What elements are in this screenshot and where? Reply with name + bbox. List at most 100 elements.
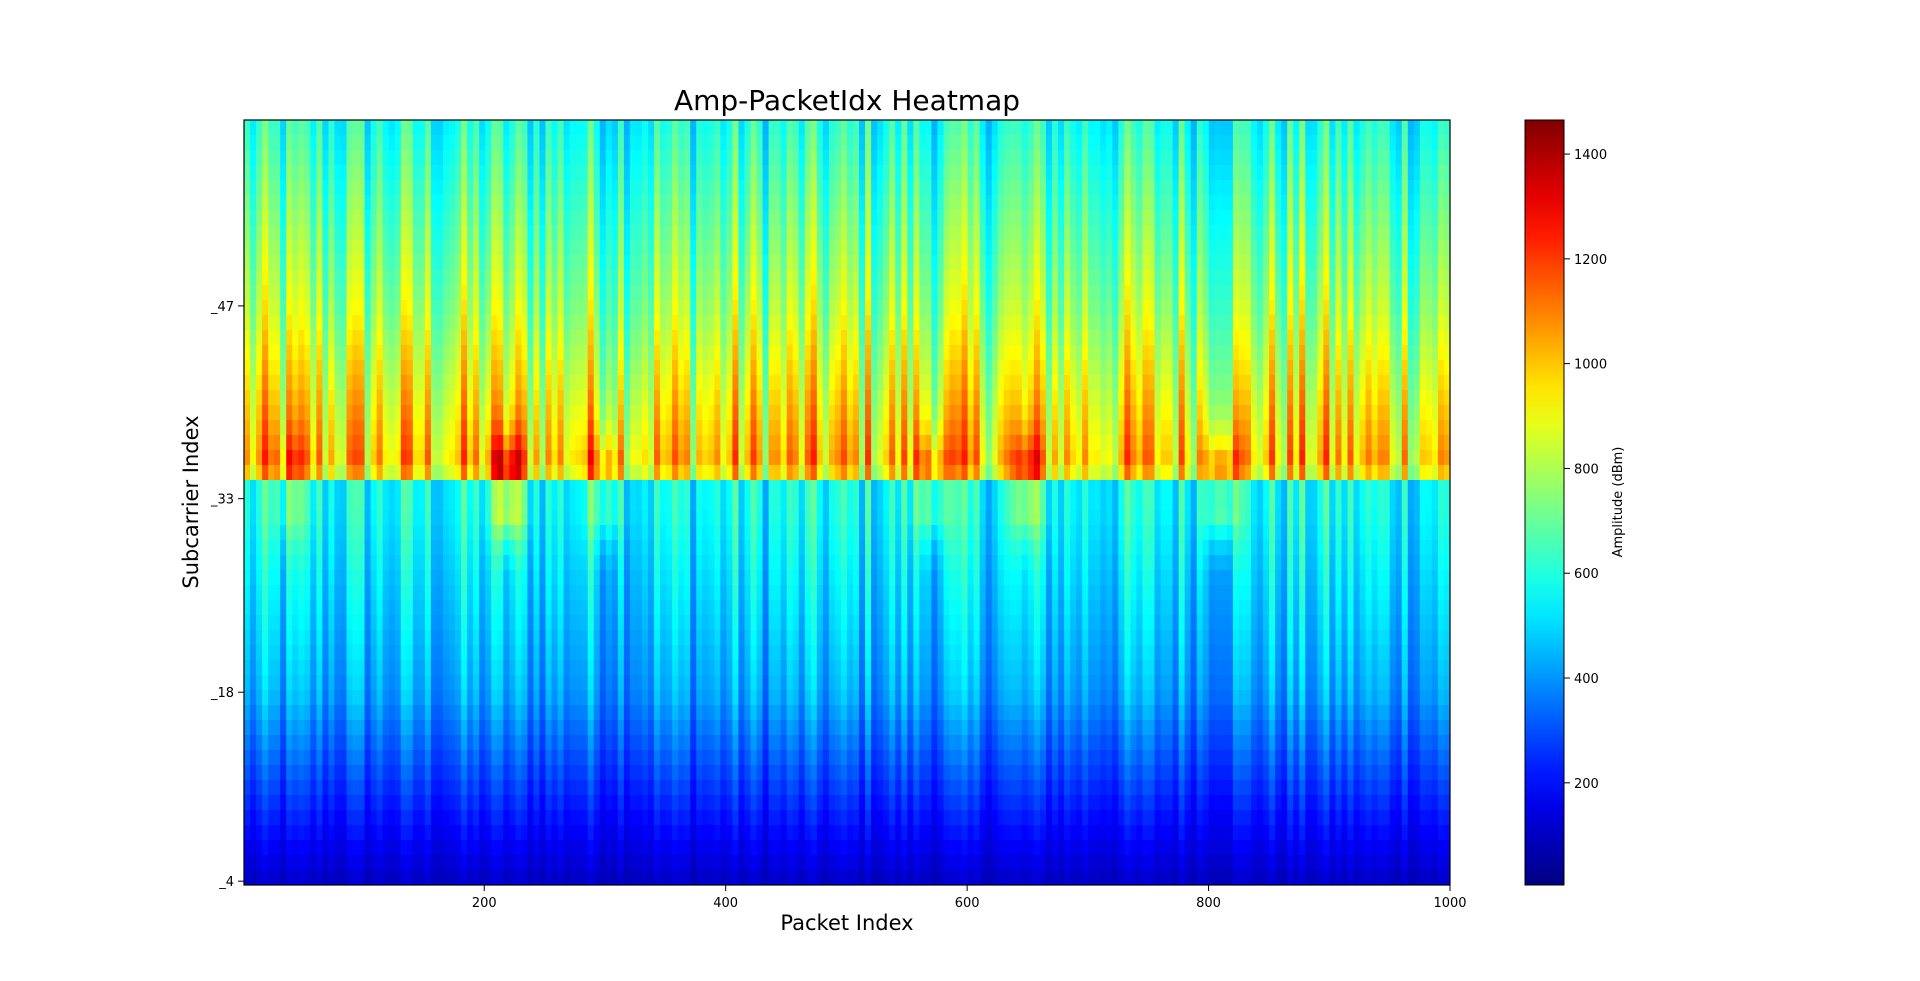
heatmap-cell xyxy=(684,795,691,811)
heatmap-cell xyxy=(792,525,800,541)
heatmap-cell xyxy=(551,390,559,406)
heatmap-cell xyxy=(690,195,697,211)
heatmap-cell xyxy=(352,495,360,511)
heatmap-cell xyxy=(678,615,685,631)
heatmap-cell xyxy=(720,285,727,301)
heatmap-cell xyxy=(376,780,384,796)
heatmap-cell xyxy=(828,285,836,301)
heatmap-cell xyxy=(611,555,619,571)
heatmap-cell xyxy=(726,360,734,376)
heatmap-cell xyxy=(780,360,788,376)
heatmap-cell xyxy=(587,690,595,706)
heatmap-cell xyxy=(696,210,703,226)
heatmap-cell xyxy=(816,330,824,346)
heatmap-cell xyxy=(256,225,263,241)
heatmap-cell xyxy=(557,555,565,571)
heatmap-cell xyxy=(298,615,305,631)
heatmap-cell xyxy=(406,750,414,766)
heatmap-cell xyxy=(533,675,541,691)
heatmap-cell xyxy=(455,240,462,256)
heatmap-cell xyxy=(418,750,426,766)
heatmap-cell xyxy=(569,450,577,466)
heatmap-cell xyxy=(756,405,764,421)
heatmap-cell xyxy=(768,300,776,316)
heatmap-cell xyxy=(587,165,595,181)
heatmap-cell xyxy=(575,180,583,196)
heatmap-cell xyxy=(816,645,824,661)
heatmap-cell xyxy=(316,780,323,796)
heatmap-cell xyxy=(569,690,577,706)
heatmap-cell xyxy=(744,480,752,496)
heatmap-cell xyxy=(702,240,709,256)
heatmap-cell xyxy=(424,855,432,871)
heatmap-cell xyxy=(605,450,613,466)
heatmap-cell xyxy=(666,570,673,586)
heatmap-cell xyxy=(467,510,474,526)
heatmap-cell xyxy=(648,735,655,751)
heatmap-cell xyxy=(816,405,824,421)
heatmap-cell xyxy=(461,540,468,556)
heatmap-cell xyxy=(551,645,559,661)
heatmap-cell xyxy=(527,780,535,796)
heatmap-cell xyxy=(274,840,281,856)
heatmap-cell xyxy=(726,330,734,346)
heatmap-cell xyxy=(756,540,764,556)
heatmap-cell xyxy=(509,525,516,541)
heatmap-cell xyxy=(503,585,510,601)
heatmap-cell xyxy=(334,165,342,181)
heatmap-cell xyxy=(539,450,547,466)
heatmap-cell xyxy=(702,765,709,781)
heatmap-cell xyxy=(455,720,462,736)
heatmap-cell xyxy=(461,870,468,885)
heatmap-cell xyxy=(635,360,643,376)
heatmap-cell xyxy=(394,600,402,616)
heatmap-cell xyxy=(828,705,836,721)
heatmap-cell xyxy=(424,825,432,841)
heatmap-cell xyxy=(491,465,498,481)
heatmap-cell xyxy=(563,615,571,631)
heatmap-cell xyxy=(340,660,348,676)
heatmap-cell xyxy=(702,735,709,751)
heatmap-cell xyxy=(334,570,342,586)
heatmap-cell xyxy=(442,315,450,331)
heatmap-cell xyxy=(780,825,788,841)
heatmap-cell xyxy=(262,405,269,421)
heatmap-cell xyxy=(412,420,420,436)
heatmap-cell xyxy=(690,555,697,571)
heatmap-cell xyxy=(563,750,571,766)
heatmap-cell xyxy=(442,480,450,496)
heatmap-cell xyxy=(762,720,770,736)
heatmap-cell xyxy=(304,345,311,361)
heatmap-cell xyxy=(816,135,824,151)
heatmap-cell xyxy=(575,195,583,211)
heatmap-cell xyxy=(424,720,432,736)
heatmap-cell xyxy=(714,495,721,511)
heatmap-cell xyxy=(810,165,818,181)
heatmap-cell xyxy=(623,405,631,421)
heatmap-cell xyxy=(442,330,450,346)
heatmap-cell xyxy=(467,825,474,841)
heatmap-cell xyxy=(376,540,384,556)
heatmap-cell xyxy=(256,630,263,646)
heatmap-cell xyxy=(455,510,462,526)
heatmap-cell xyxy=(539,840,547,856)
heatmap-cell xyxy=(545,135,553,151)
heatmap-cell xyxy=(569,180,577,196)
heatmap-cell xyxy=(599,705,607,721)
heatmap-cell xyxy=(455,675,462,691)
heatmap-cell xyxy=(280,735,287,751)
heatmap-cell xyxy=(400,870,408,885)
heatmap-cell xyxy=(461,795,468,811)
heatmap-cell xyxy=(394,150,402,166)
heatmap-cell xyxy=(569,705,577,721)
heatmap-cell xyxy=(557,450,565,466)
heatmap-cell xyxy=(617,855,625,871)
heatmap-cell xyxy=(660,195,667,211)
heatmap-cell xyxy=(623,420,631,436)
heatmap-cell xyxy=(617,840,625,856)
heatmap-cell xyxy=(720,750,727,766)
heatmap-cell xyxy=(648,135,655,151)
heatmap-cell xyxy=(539,120,547,136)
heatmap-cell xyxy=(666,240,673,256)
heatmap-cell xyxy=(696,330,703,346)
